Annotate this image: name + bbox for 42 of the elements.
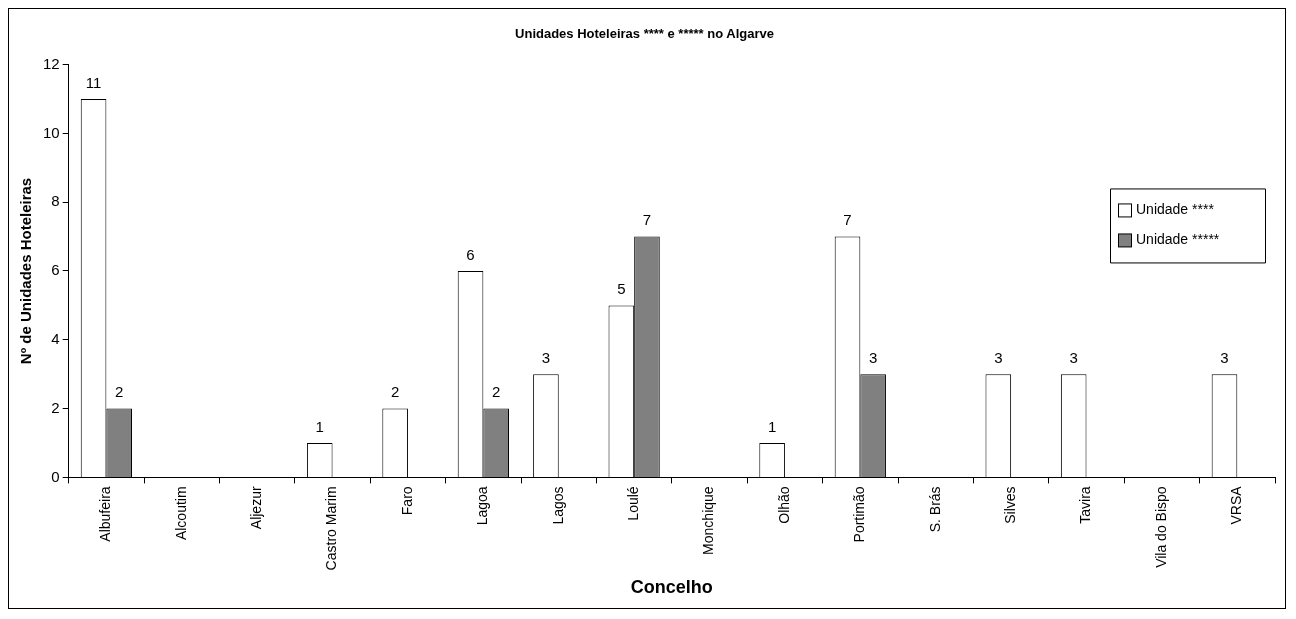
y-tick-label: 8: [51, 192, 60, 210]
x-tick-label: Lagoa: [474, 486, 491, 526]
y-tick-label: 0: [51, 467, 60, 485]
data-label: 1: [315, 417, 324, 435]
data-label: 3: [1220, 348, 1229, 366]
x-tick-label: Monchique: [700, 486, 717, 555]
x-tick-label: Loulé: [625, 486, 641, 521]
data-label: 2: [390, 383, 400, 401]
y-tick-label: 10: [43, 123, 60, 141]
x-tick-label: Alcoutim: [172, 486, 189, 541]
y-axis-title: Nº de Unidades Hoteleiras: [17, 177, 35, 365]
chart-title: Unidades Hoteleiras **** e ***** no Algarve: [515, 26, 774, 42]
y-tick-label: 2: [51, 398, 60, 416]
data-label: 1: [767, 417, 777, 435]
x-tick-label: Olhão: [775, 486, 792, 524]
data-label: 2: [492, 383, 501, 401]
y-tick-label: 4: [51, 329, 60, 347]
x-tick-label: S. Brás: [926, 486, 943, 533]
y-tick-label: 12: [43, 54, 60, 72]
data-label: 11: [85, 73, 102, 91]
data-label: 3: [994, 348, 1003, 366]
legend-label: Unidade ****: [1136, 201, 1215, 218]
data-label: 3: [868, 348, 878, 366]
data-label: 7: [843, 211, 852, 229]
y-tick-label: 6: [51, 261, 60, 279]
x-tick-label: Lagos: [549, 486, 566, 525]
legend-label: Unidade *****: [1136, 231, 1220, 248]
x-tick-label: VRSA: [1228, 485, 1245, 525]
x-tick-label: Albufeira: [97, 486, 114, 542]
x-tick-label: Portimão: [851, 486, 868, 543]
data-label: 7: [642, 211, 652, 229]
x-tick-label: Castro Marim: [323, 486, 340, 571]
data-label: 6: [466, 245, 475, 263]
data-label: 5: [617, 280, 626, 298]
x-tick-label: Tavira: [1077, 486, 1094, 524]
x-tick-label: Vila do Bispo: [1152, 486, 1169, 568]
x-tick-label: Silves: [1001, 486, 1018, 524]
data-label: 2: [115, 383, 124, 401]
x-tick-label: Aljezur: [248, 486, 265, 530]
data-label: 3: [541, 348, 551, 366]
data-label: 3: [1069, 348, 1078, 366]
x-tick-label: Faro: [398, 486, 415, 516]
